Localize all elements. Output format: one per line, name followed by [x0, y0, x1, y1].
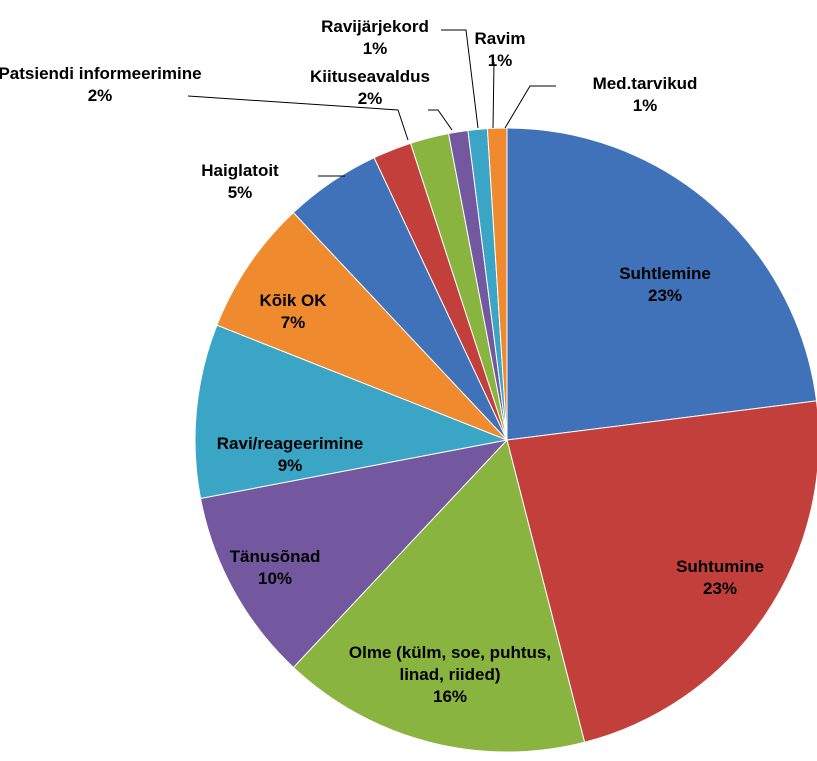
- pie-slice: [506, 127, 817, 441]
- category-name: Olme (külm, soe, puhtus, linad, riided): [348, 643, 552, 684]
- slice-label: Ravijärjekord 1%: [300, 16, 450, 60]
- value-label: 2%: [357, 89, 383, 108]
- category-name: Tänusõnad: [229, 547, 321, 566]
- slice-label: Haiglatoit 5%: [140, 160, 340, 204]
- value-label: 23%: [702, 579, 738, 598]
- category-name: Kõik OK: [259, 291, 327, 310]
- slice-label: Ravi/reageerimine 9%: [180, 433, 400, 477]
- category-name: Ravi/reageerimine: [216, 434, 364, 453]
- slice-label: Ravim 1%: [450, 28, 550, 72]
- leader-line: [187, 95, 409, 141]
- value-label: 1%: [632, 96, 658, 115]
- value-label: 23%: [647, 286, 683, 305]
- pie-slice: [506, 400, 817, 743]
- slice-label: Suhtlemine 23%: [565, 263, 765, 307]
- category-name: Suhtumine: [676, 557, 764, 576]
- leader-line: [428, 109, 453, 131]
- pie-slice: [292, 438, 586, 753]
- category-name: Kiituseavaldus: [310, 67, 430, 86]
- slice-label: Olme (külm, soe, puhtus, linad, riided) 1…: [325, 642, 575, 708]
- category-name: Ravijärjekord: [321, 17, 429, 36]
- pie-slice: [199, 439, 509, 669]
- category-name: Ravim: [474, 29, 526, 48]
- leader-line: [492, 61, 495, 129]
- leader-line: [441, 29, 479, 129]
- slice-label: Kõik OK 7%: [193, 290, 393, 334]
- pie-slice: [486, 127, 508, 441]
- value-label: 10%: [257, 569, 293, 588]
- slice-label: Patsiendi informeerimine 2%: [0, 63, 210, 107]
- pie-slice: [216, 211, 508, 441]
- slice-label: Suhtumine 23%: [620, 556, 817, 600]
- value-label: 16%: [432, 687, 468, 706]
- value-label: 7%: [280, 313, 306, 332]
- category-name: Med.tarvikud: [592, 74, 698, 93]
- category-name: Suhtlemine: [619, 264, 711, 283]
- category-name: Patsiendi informeerimine: [0, 64, 202, 83]
- slice-label: Tänusõnad 10%: [175, 546, 375, 590]
- pie-slice: [194, 324, 509, 500]
- slice-label: Med.tarvikud 1%: [570, 73, 720, 117]
- value-label: 1%: [362, 39, 388, 58]
- value-label: 5%: [227, 183, 253, 202]
- value-label: 2%: [87, 86, 113, 105]
- leader-line: [504, 85, 556, 129]
- slice-label: Kiituseavaldus 2%: [295, 66, 445, 110]
- category-name: Haiglatoit: [201, 161, 279, 180]
- value-label: 1%: [487, 51, 513, 70]
- value-label: 9%: [277, 456, 303, 475]
